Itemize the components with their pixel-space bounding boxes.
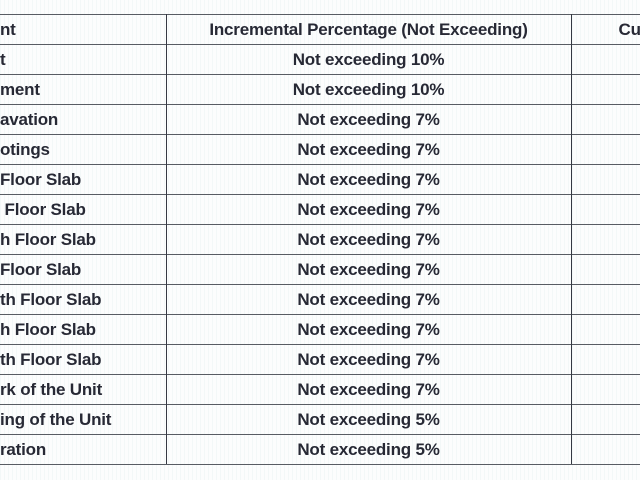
header-row: nt Incremental Percentage (Not Exceeding… [0, 14, 640, 45]
stage-cell: Floor Slab [0, 164, 167, 195]
stage-cell: t [0, 44, 167, 75]
incremental-percentage-cell: Not exceeding 7% [166, 134, 572, 165]
incremental-percentage-column-header: Incremental Percentage (Not Exceeding) [166, 14, 572, 45]
table-row: h Floor Slab Not exceeding 7% [0, 314, 640, 345]
incremental-percentage-cell: Not exceeding 7% [166, 314, 572, 345]
table-row: ment Not exceeding 10% [0, 74, 640, 105]
payment-schedule-table-wrap: nt Incremental Percentage (Not Exceeding… [0, 14, 640, 465]
table-row: ration Not exceeding 5% [0, 434, 640, 465]
table-row: th Floor Slab Not exceeding 7% [0, 344, 640, 375]
stage-cell: Floor Slab [0, 254, 167, 285]
stage-cell: rk of the Unit [0, 374, 167, 405]
stage-cell: ing of the Unit [0, 404, 167, 435]
cumulative-cell [571, 284, 640, 315]
stage-cell: Floor Slab [0, 194, 167, 225]
table-row: otings Not exceeding 7% [0, 134, 640, 165]
table-row: Floor Slab Not exceeding 7% [0, 194, 640, 225]
table-row: Floor Slab Not exceeding 7% [0, 164, 640, 195]
cumulative-cell [571, 194, 640, 225]
stage-cell: h Floor Slab [0, 224, 167, 255]
cumulative-column-header: Cu [571, 14, 640, 45]
stage-column-header: nt [0, 14, 167, 45]
incremental-percentage-cell: Not exceeding 7% [166, 374, 572, 405]
table-row: avation Not exceeding 7% [0, 104, 640, 135]
payment-schedule-table: nt Incremental Percentage (Not Exceeding… [0, 14, 640, 465]
table-row: Floor Slab Not exceeding 7% [0, 254, 640, 285]
cumulative-cell [571, 434, 640, 465]
incremental-percentage-cell: Not exceeding 5% [166, 404, 572, 435]
table-row: h Floor Slab Not exceeding 7% [0, 224, 640, 255]
incremental-percentage-cell: Not exceeding 10% [166, 44, 572, 75]
cumulative-cell [571, 164, 640, 195]
table-body: t Not exceeding 10% ment Not exceeding 10% a… [0, 44, 640, 465]
incremental-percentage-cell: Not exceeding 7% [166, 254, 572, 285]
cumulative-cell [571, 404, 640, 435]
incremental-percentage-cell: Not exceeding 7% [166, 164, 572, 195]
cumulative-cell [571, 374, 640, 405]
stage-cell: ration [0, 434, 167, 465]
stage-cell: avation [0, 104, 167, 135]
cumulative-cell [571, 74, 640, 105]
cumulative-cell [571, 344, 640, 375]
stage-cell: th Floor Slab [0, 284, 167, 315]
cumulative-cell [571, 44, 640, 75]
stage-cell: h Floor Slab [0, 314, 167, 345]
incremental-percentage-cell: Not exceeding 7% [166, 224, 572, 255]
table-row: ing of the Unit Not exceeding 5% [0, 404, 640, 435]
cumulative-cell [571, 134, 640, 165]
table-row: t Not exceeding 10% [0, 44, 640, 75]
incremental-percentage-cell: Not exceeding 7% [166, 194, 572, 225]
incremental-percentage-cell: Not exceeding 7% [166, 104, 572, 135]
cumulative-cell [571, 104, 640, 135]
incremental-percentage-cell: Not exceeding 10% [166, 74, 572, 105]
incremental-percentage-cell: Not exceeding 5% [166, 434, 572, 465]
incremental-percentage-cell: Not exceeding 7% [166, 344, 572, 375]
stage-cell: th Floor Slab [0, 344, 167, 375]
stage-cell: otings [0, 134, 167, 165]
table-row: rk of the Unit Not exceeding 7% [0, 374, 640, 405]
stage-cell: ment [0, 74, 167, 105]
cumulative-cell [571, 254, 640, 285]
cumulative-cell [571, 314, 640, 345]
incremental-percentage-cell: Not exceeding 7% [166, 284, 572, 315]
cumulative-cell [571, 224, 640, 255]
table-row: th Floor Slab Not exceeding 7% [0, 284, 640, 315]
